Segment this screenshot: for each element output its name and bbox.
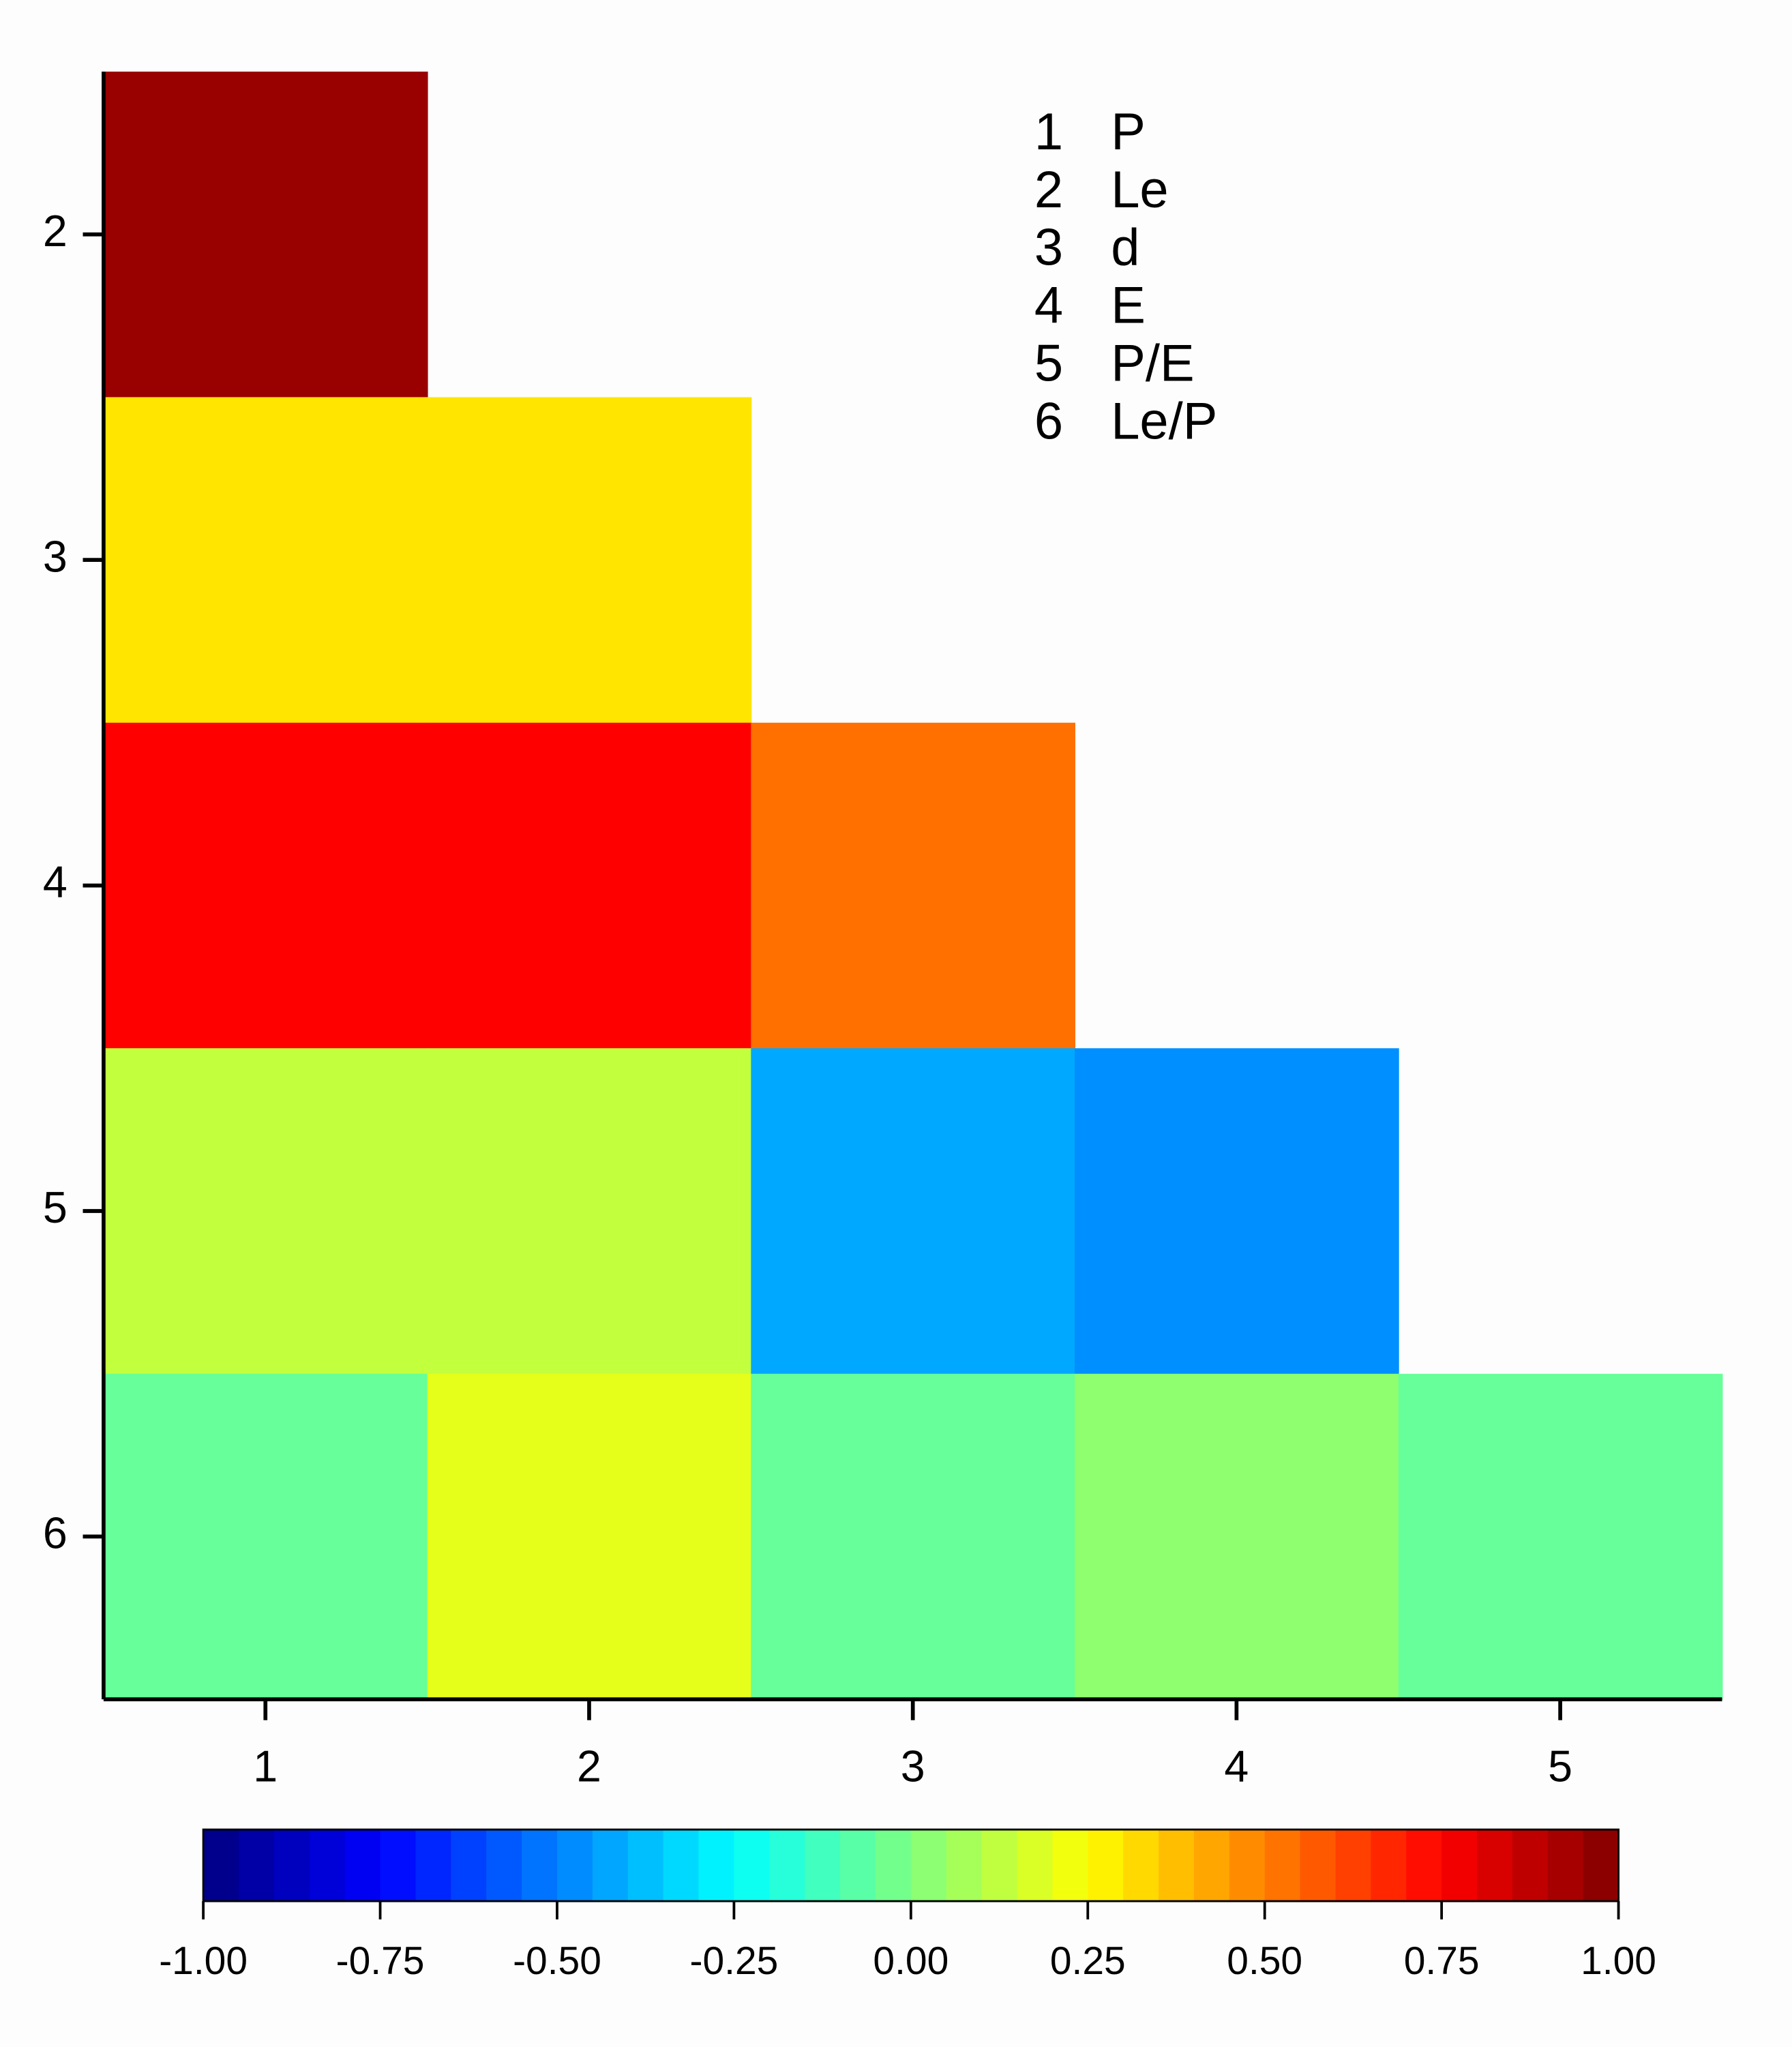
heatmap-cell bbox=[1398, 1373, 1723, 1701]
colorbar-swatch bbox=[910, 1829, 947, 1902]
heatmap-cell bbox=[1075, 1373, 1399, 1701]
heatmap-cell bbox=[103, 72, 428, 398]
x-tick-label: 1 bbox=[253, 1741, 278, 1791]
x-tick-label: 2 bbox=[577, 1741, 601, 1791]
x-tick-label: 4 bbox=[1224, 1741, 1249, 1791]
colorbar-swatch bbox=[309, 1829, 346, 1902]
legend-code: 3 bbox=[1034, 219, 1063, 277]
colorbar-swatch bbox=[203, 1829, 240, 1902]
y-tick-label: 6 bbox=[43, 1508, 68, 1557]
y-tick-label: 5 bbox=[43, 1182, 68, 1232]
heatmap-cell bbox=[1075, 1048, 1399, 1375]
colorbar-swatch bbox=[1052, 1829, 1089, 1902]
colorbar-swatch bbox=[1371, 1829, 1407, 1902]
colorbar-tick-label: -0.25 bbox=[690, 1939, 779, 1983]
colorbar-swatch bbox=[1193, 1829, 1230, 1902]
colorbar-swatch bbox=[451, 1829, 488, 1902]
colorbar-swatch bbox=[805, 1829, 841, 1902]
colorbar-swatch bbox=[486, 1829, 523, 1902]
colorbar-tick-label: 0.00 bbox=[873, 1939, 949, 1983]
colorbar-swatch bbox=[1300, 1829, 1336, 1902]
colorbar-swatch bbox=[1583, 1829, 1619, 1902]
legend-name: E bbox=[1111, 277, 1146, 335]
colorbar-swatch bbox=[840, 1829, 877, 1902]
legend-code: 5 bbox=[1034, 335, 1063, 393]
colorbar-swatch bbox=[875, 1829, 912, 1902]
heatmap-cell bbox=[103, 722, 428, 1049]
colorbar-swatch bbox=[1229, 1829, 1266, 1902]
colorbar-swatch bbox=[344, 1829, 381, 1902]
colorbar-swatch bbox=[981, 1829, 1018, 1902]
y-tick-label: 3 bbox=[43, 531, 68, 581]
legend-code: 2 bbox=[1034, 161, 1063, 219]
x-tick-label: 5 bbox=[1548, 1741, 1572, 1791]
colorbar-swatch bbox=[1335, 1829, 1372, 1902]
colorbar-swatch bbox=[1477, 1829, 1514, 1902]
colorbar-tick-label: 0.50 bbox=[1227, 1939, 1302, 1983]
heatmap-cell bbox=[103, 397, 428, 723]
colorbar-swatch bbox=[592, 1829, 629, 1902]
heatmap-cell bbox=[103, 1373, 428, 1701]
colorbar-swatch bbox=[627, 1829, 664, 1902]
legend-code: 4 bbox=[1034, 277, 1063, 335]
legend-name: P/E bbox=[1111, 335, 1194, 393]
colorbar-tick-label: -1.00 bbox=[159, 1939, 248, 1983]
heatmap-cell bbox=[427, 397, 752, 723]
colorbar-swatch bbox=[415, 1829, 452, 1902]
legend-name: Le bbox=[1111, 161, 1168, 219]
y-tick-label: 2 bbox=[43, 206, 68, 256]
legend-name: d bbox=[1111, 219, 1139, 277]
colorbar-swatch bbox=[273, 1829, 310, 1902]
colorbar-swatch bbox=[1442, 1829, 1478, 1902]
colorbar-swatch bbox=[1017, 1829, 1054, 1902]
colorbar-swatch bbox=[380, 1829, 417, 1902]
heatmap-cell bbox=[751, 1373, 1075, 1701]
colorbar-swatch bbox=[1123, 1829, 1160, 1902]
colorbar-tick-label: -0.75 bbox=[336, 1939, 425, 1983]
colorbar-swatch bbox=[1512, 1829, 1549, 1902]
colorbar-swatch bbox=[663, 1829, 700, 1902]
colorbar-swatch bbox=[769, 1829, 806, 1902]
colorbar-tick-label: 0.75 bbox=[1404, 1939, 1480, 1983]
colorbar-swatch bbox=[239, 1829, 275, 1902]
colorbar-swatch bbox=[734, 1829, 771, 1902]
colorbar-swatch bbox=[1406, 1829, 1443, 1902]
colorbar-swatch bbox=[698, 1829, 735, 1902]
x-tick-label: 3 bbox=[901, 1741, 925, 1791]
heatmap-cell bbox=[427, 722, 752, 1049]
heatmap-cell bbox=[427, 1373, 752, 1701]
colorbar-swatch bbox=[1088, 1829, 1124, 1902]
heatmap-cell bbox=[751, 722, 1075, 1049]
colorbar-swatch bbox=[522, 1829, 558, 1902]
legend-code: 1 bbox=[1034, 103, 1063, 161]
heatmap-cell bbox=[751, 1048, 1075, 1375]
colorbar-tick-label: 0.25 bbox=[1050, 1939, 1126, 1983]
colorbar-swatch bbox=[946, 1829, 983, 1902]
y-tick-label: 4 bbox=[43, 857, 68, 907]
legend-code: 6 bbox=[1034, 392, 1063, 450]
colorbar-tick-label: 1.00 bbox=[1581, 1939, 1656, 1983]
colorbar-swatch bbox=[1547, 1829, 1584, 1902]
colorbar-swatch bbox=[1264, 1829, 1301, 1902]
heatmap-cell bbox=[103, 1048, 428, 1375]
legend-name: P bbox=[1111, 103, 1146, 161]
legend-name: Le/P bbox=[1111, 392, 1217, 450]
colorbar-tick-label: -0.50 bbox=[513, 1939, 601, 1983]
heatmap-cell bbox=[427, 1048, 752, 1375]
colorbar-swatch bbox=[556, 1829, 594, 1902]
colorbar-swatch bbox=[1159, 1829, 1195, 1902]
